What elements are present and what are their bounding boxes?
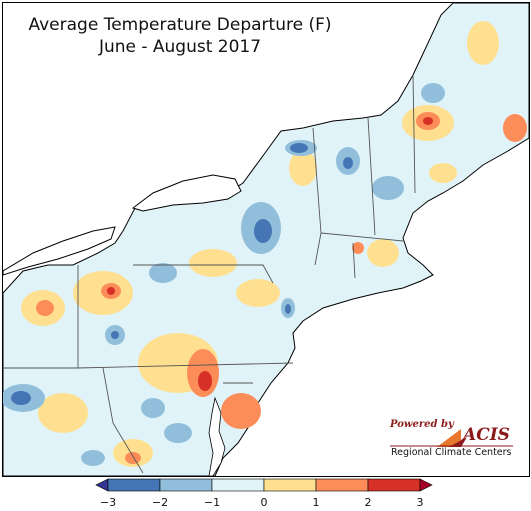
legend-bin [367,478,421,492]
legend-bin [107,478,161,492]
lake-erie [3,226,116,276]
legend-bin [159,478,213,492]
legend-bin [315,478,369,492]
legend-tick-label: 0 [260,496,268,509]
legend-tick-label: −1 [203,496,221,509]
legend-tick-label: 1 [312,496,320,509]
map-frame: Average Temperature Departure (F) June -… [2,2,530,477]
legend-tick-label: 2 [364,496,372,509]
map-subtitle: June - August 2017 [98,37,262,57]
legend-tick-label: 3 [416,496,424,509]
legend-arrow-low [95,478,109,492]
logo-subtitle: Regional Climate Centers [391,447,512,458]
legend-tick-label: −2 [151,496,169,509]
map-canvas [3,3,529,476]
legend-tick-label: −3 [99,496,117,509]
map-title: Average Temperature Departure (F) [28,15,332,35]
color-legend: −3 −2 −1 0 1 2 3 [90,478,435,509]
lake-ontario [131,174,242,212]
anomaly-patches [3,21,527,467]
acis-swoosh-icon [390,429,513,447]
logo-powered-by: Powered by [390,419,454,430]
state-borders [3,74,416,474]
chesapeake-bay [208,396,226,476]
legend-bin [211,478,265,492]
legend-arrow-high [419,478,433,492]
logo-name: ACIS [463,425,510,445]
legend-colorbar [95,478,433,492]
acis-logo: Powered by ACIS Regional Climate Centers [387,417,517,463]
legend-bin [263,478,317,492]
